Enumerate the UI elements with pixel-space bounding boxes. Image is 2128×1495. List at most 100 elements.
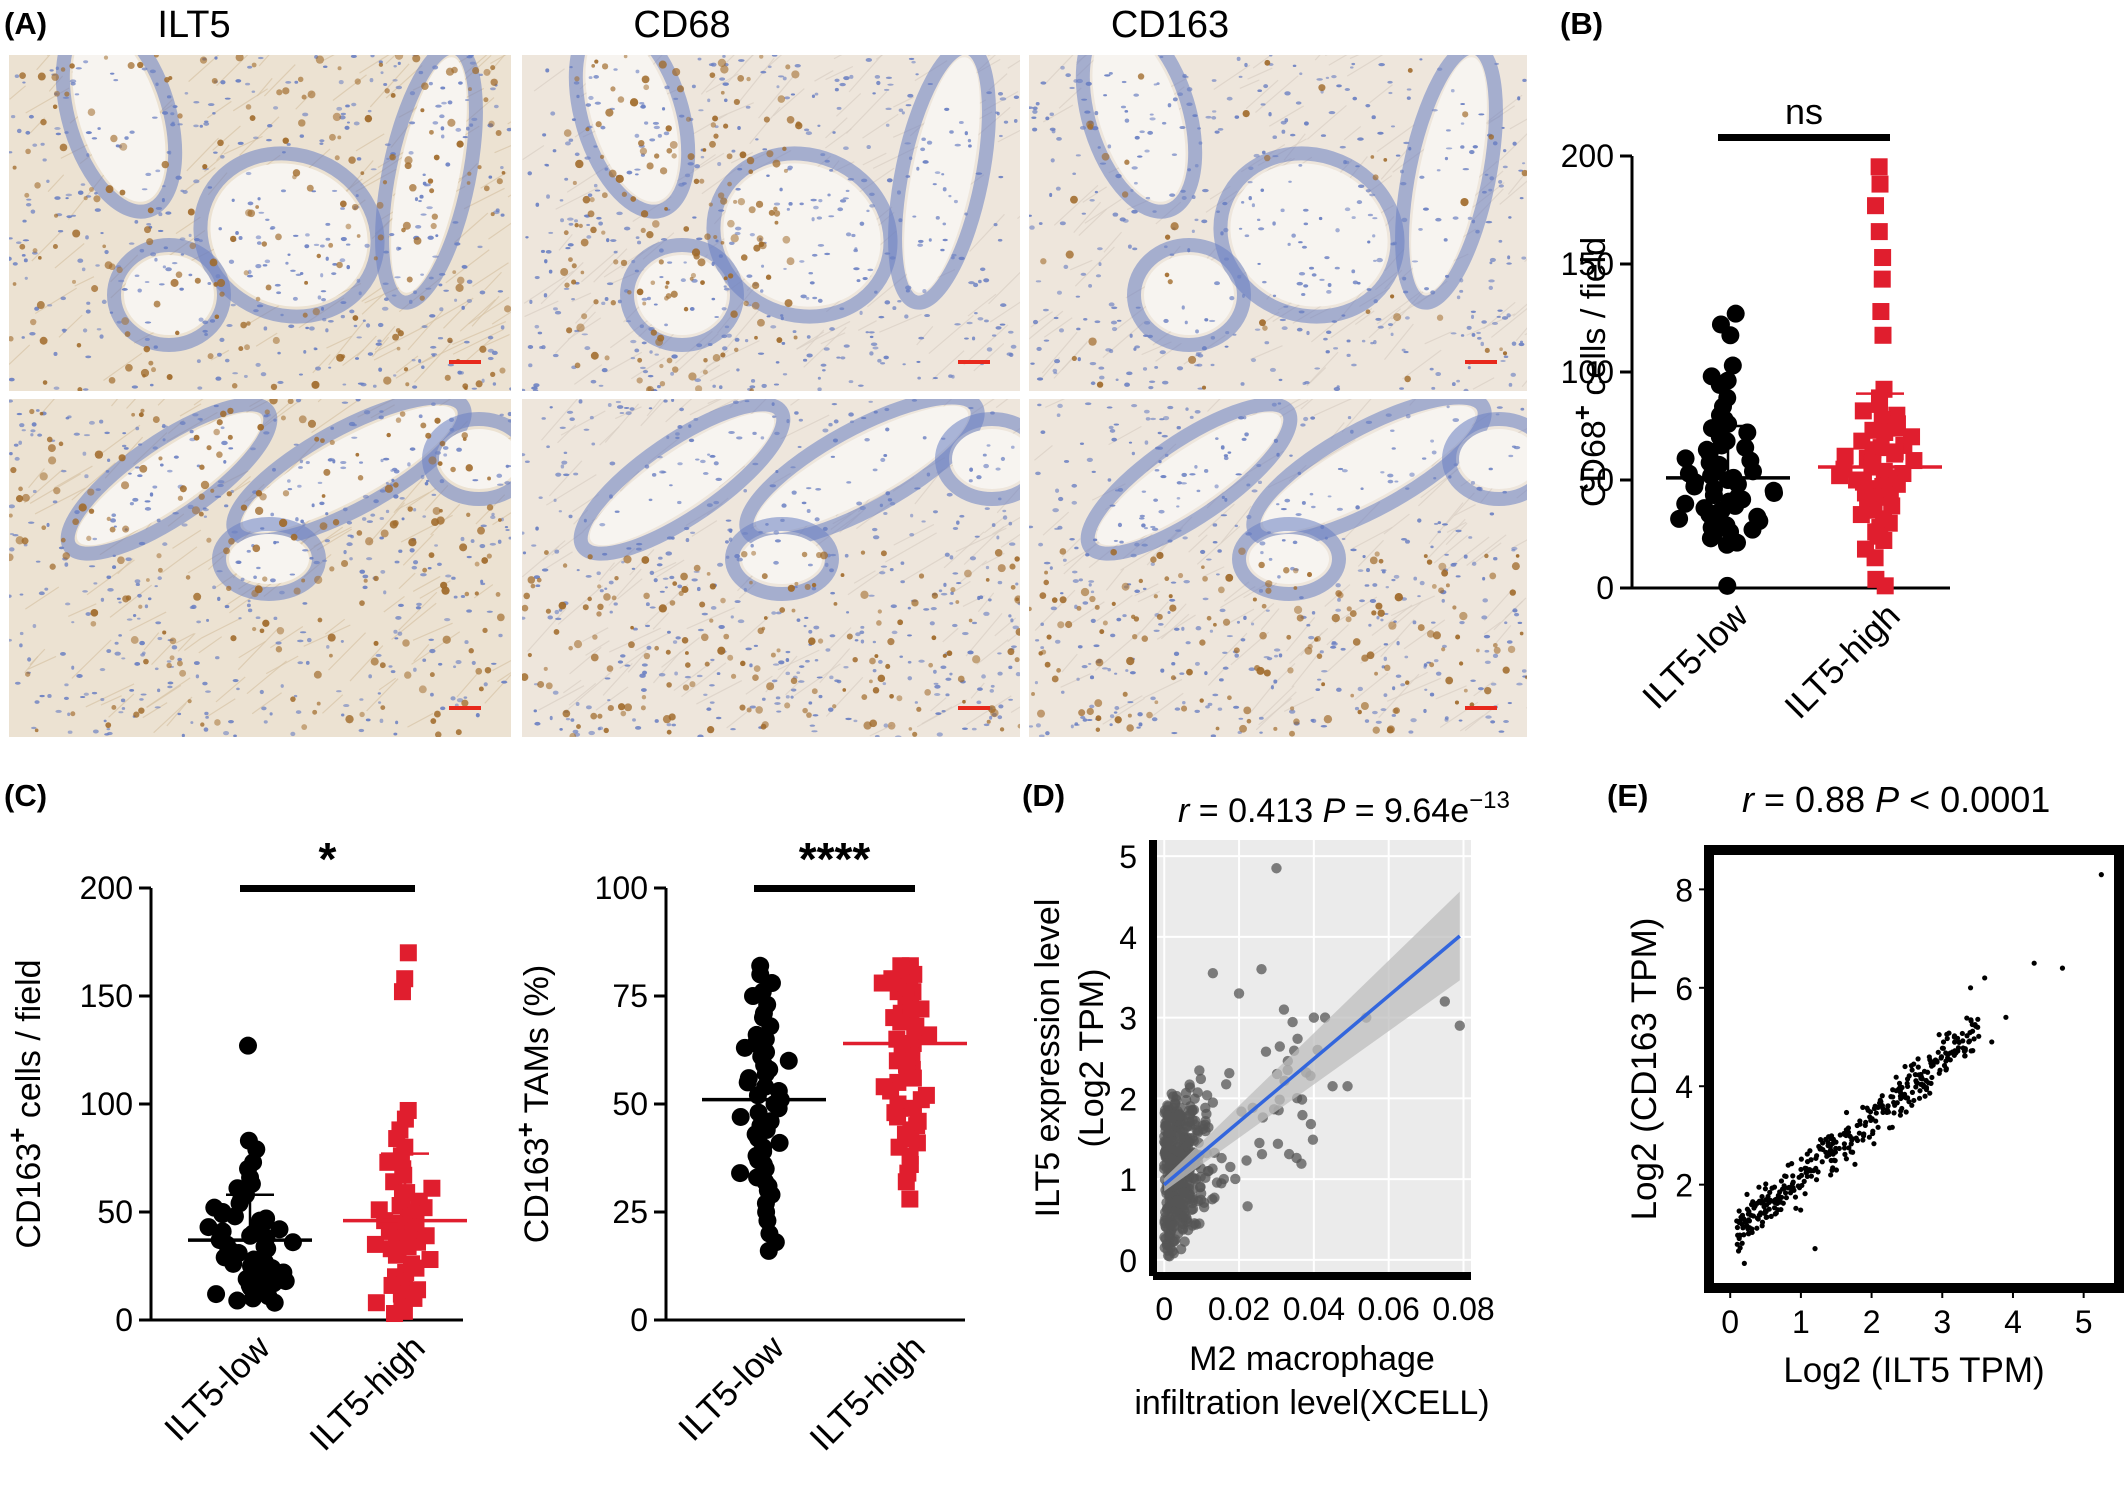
nucleus bbox=[770, 325, 777, 329]
nucleus bbox=[213, 151, 218, 154]
nucleus bbox=[757, 352, 765, 355]
stroma-fibre bbox=[323, 55, 335, 61]
positive-cell bbox=[404, 156, 413, 165]
nucleus bbox=[1488, 279, 1495, 283]
nucleus bbox=[543, 293, 548, 298]
stroma-fibre bbox=[212, 125, 241, 151]
nucleus bbox=[1224, 345, 1229, 348]
stroma-fibre bbox=[1213, 64, 1251, 90]
stroma-fibre bbox=[1306, 367, 1327, 387]
data-point-ILT5-low bbox=[735, 1038, 754, 1057]
positive-cell bbox=[655, 338, 664, 346]
y-tick-label: 25 bbox=[612, 1194, 648, 1230]
nucleus bbox=[247, 201, 254, 206]
positive-cell bbox=[51, 73, 59, 81]
nucleus bbox=[61, 328, 68, 332]
positive-cell bbox=[785, 64, 791, 70]
nucleus bbox=[245, 82, 251, 86]
nucleus bbox=[177, 123, 183, 126]
stroma-fibre bbox=[820, 332, 846, 345]
nucleus bbox=[1210, 363, 1215, 367]
nucleus bbox=[734, 226, 742, 231]
data-point-ILT5-high bbox=[386, 1305, 404, 1323]
nucleus bbox=[1400, 169, 1404, 174]
positive-cell bbox=[412, 55, 421, 63]
positive-cell bbox=[246, 321, 251, 326]
nucleus bbox=[897, 300, 902, 303]
nucleus bbox=[1194, 218, 1199, 222]
positive-cell bbox=[364, 114, 373, 123]
nucleus bbox=[817, 243, 825, 247]
nucleus bbox=[594, 101, 601, 105]
nucleus bbox=[836, 356, 841, 359]
nucleus bbox=[641, 297, 648, 301]
gland-lumen bbox=[1092, 55, 1186, 202]
stroma-fibre bbox=[361, 293, 385, 315]
nucleus bbox=[760, 289, 764, 293]
positive-cell bbox=[665, 293, 672, 299]
nucleus bbox=[954, 323, 961, 326]
positive-cell bbox=[712, 115, 719, 122]
stroma-fibre bbox=[845, 90, 888, 134]
nucleus bbox=[481, 378, 485, 383]
nucleus bbox=[869, 351, 874, 356]
nucleus bbox=[182, 189, 188, 194]
nucleus bbox=[737, 167, 743, 171]
nucleus bbox=[528, 363, 533, 368]
nucleus bbox=[9, 377, 15, 382]
positive-cell bbox=[334, 155, 340, 161]
nucleus bbox=[616, 211, 623, 216]
nucleus bbox=[1387, 323, 1394, 327]
nucleus bbox=[203, 122, 210, 126]
nucleus bbox=[292, 296, 298, 301]
data-point-ILT5-high bbox=[399, 944, 417, 962]
nucleus bbox=[932, 377, 939, 380]
nucleus bbox=[466, 279, 473, 284]
nucleus bbox=[418, 199, 422, 203]
positive-cell bbox=[52, 243, 58, 249]
nucleus bbox=[663, 131, 670, 136]
nucleus bbox=[57, 230, 64, 233]
nucleus bbox=[901, 111, 905, 115]
positive-cell bbox=[427, 178, 434, 184]
positive-cell bbox=[137, 61, 144, 69]
nucleus bbox=[1214, 130, 1220, 134]
nucleus bbox=[588, 95, 594, 101]
data-point-ILT5-high bbox=[379, 1153, 397, 1171]
positive-cell bbox=[213, 282, 219, 287]
nucleus bbox=[322, 317, 327, 322]
nucleus bbox=[1306, 330, 1310, 336]
nucleus bbox=[760, 70, 767, 74]
scale-bar bbox=[449, 360, 481, 364]
nucleus bbox=[1403, 141, 1410, 145]
nucleus bbox=[506, 127, 511, 132]
nucleus bbox=[726, 333, 732, 338]
nucleus bbox=[340, 112, 346, 116]
positive-cell bbox=[479, 345, 487, 353]
nucleus bbox=[166, 95, 172, 99]
nucleus bbox=[162, 111, 169, 115]
nucleus bbox=[673, 97, 679, 100]
nucleus bbox=[285, 261, 289, 265]
nucleus bbox=[779, 187, 783, 192]
stroma-fibre bbox=[836, 92, 862, 117]
nucleus bbox=[1130, 188, 1134, 193]
stroma-fibre bbox=[989, 301, 1020, 323]
positive-cell bbox=[563, 230, 569, 236]
nucleus bbox=[834, 87, 839, 92]
nucleus bbox=[911, 60, 916, 64]
gland-epithelium bbox=[706, 146, 898, 324]
nucleus bbox=[411, 358, 416, 362]
nucleus bbox=[428, 81, 433, 86]
nucleus bbox=[647, 374, 654, 378]
nucleus bbox=[723, 287, 730, 291]
nucleus bbox=[231, 198, 235, 202]
nucleus bbox=[907, 93, 914, 98]
nucleus bbox=[339, 258, 346, 263]
positive-cell bbox=[672, 67, 681, 77]
positive-cell bbox=[763, 116, 770, 123]
nucleus bbox=[694, 164, 701, 169]
nucleus bbox=[593, 145, 598, 148]
positive-cell bbox=[593, 299, 599, 305]
nucleus bbox=[973, 282, 979, 288]
